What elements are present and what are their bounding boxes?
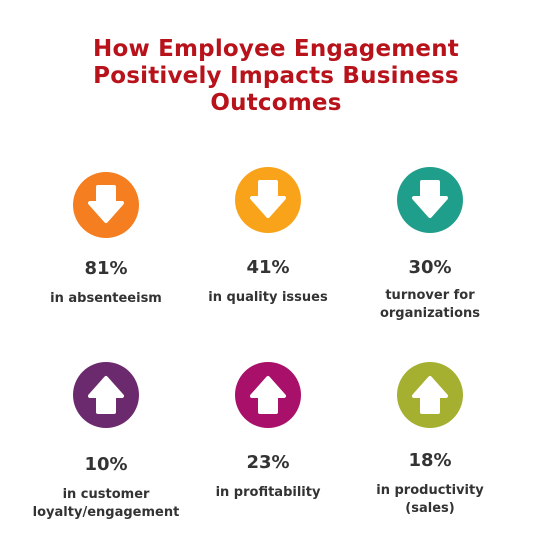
- stat-label: in absenteeism: [50, 291, 162, 306]
- arrow-up-icon: [73, 362, 139, 428]
- stat-label: in productivity (sales): [376, 483, 484, 516]
- arrow-up-icon: [235, 362, 301, 428]
- title-line-2: Positively Impacts Business: [93, 63, 459, 89]
- stat-turnover: 30% turnover for organizations: [338, 167, 522, 323]
- arrow-down-icon: [235, 167, 301, 233]
- stat-customer-loyalty: 10% in customer loyalty/engagement: [14, 362, 198, 522]
- title-line-3: Outcomes: [210, 90, 342, 116]
- stat-label: turnover for organizations: [379, 288, 481, 321]
- stat-value: 41%: [246, 257, 290, 278]
- arrow-down-icon: [397, 167, 463, 233]
- stat-value: 30%: [408, 257, 452, 278]
- stat-value: 18%: [408, 450, 452, 471]
- arrow-down-icon: [73, 172, 139, 238]
- stat-label: in quality issues: [208, 290, 328, 305]
- page-title: How Employee Engagement Positively Impac…: [0, 36, 552, 117]
- stat-value: 10%: [84, 454, 128, 475]
- stat-label: in profitability: [215, 485, 321, 500]
- arrow-up-icon: [397, 362, 463, 428]
- stat-quality-issues: 41% in quality issues: [176, 167, 360, 307]
- stat-value: 23%: [246, 452, 290, 473]
- title-line-1: How Employee Engagement: [93, 36, 459, 62]
- stat-label: in customer loyalty/engagement: [32, 487, 180, 520]
- stat-value: 81%: [84, 258, 128, 279]
- stat-absenteeism: 81% in absenteeism: [14, 172, 198, 308]
- stat-productivity: 18% in productivity (sales): [338, 362, 522, 518]
- stat-profitability: 23% in profitability: [176, 362, 360, 502]
